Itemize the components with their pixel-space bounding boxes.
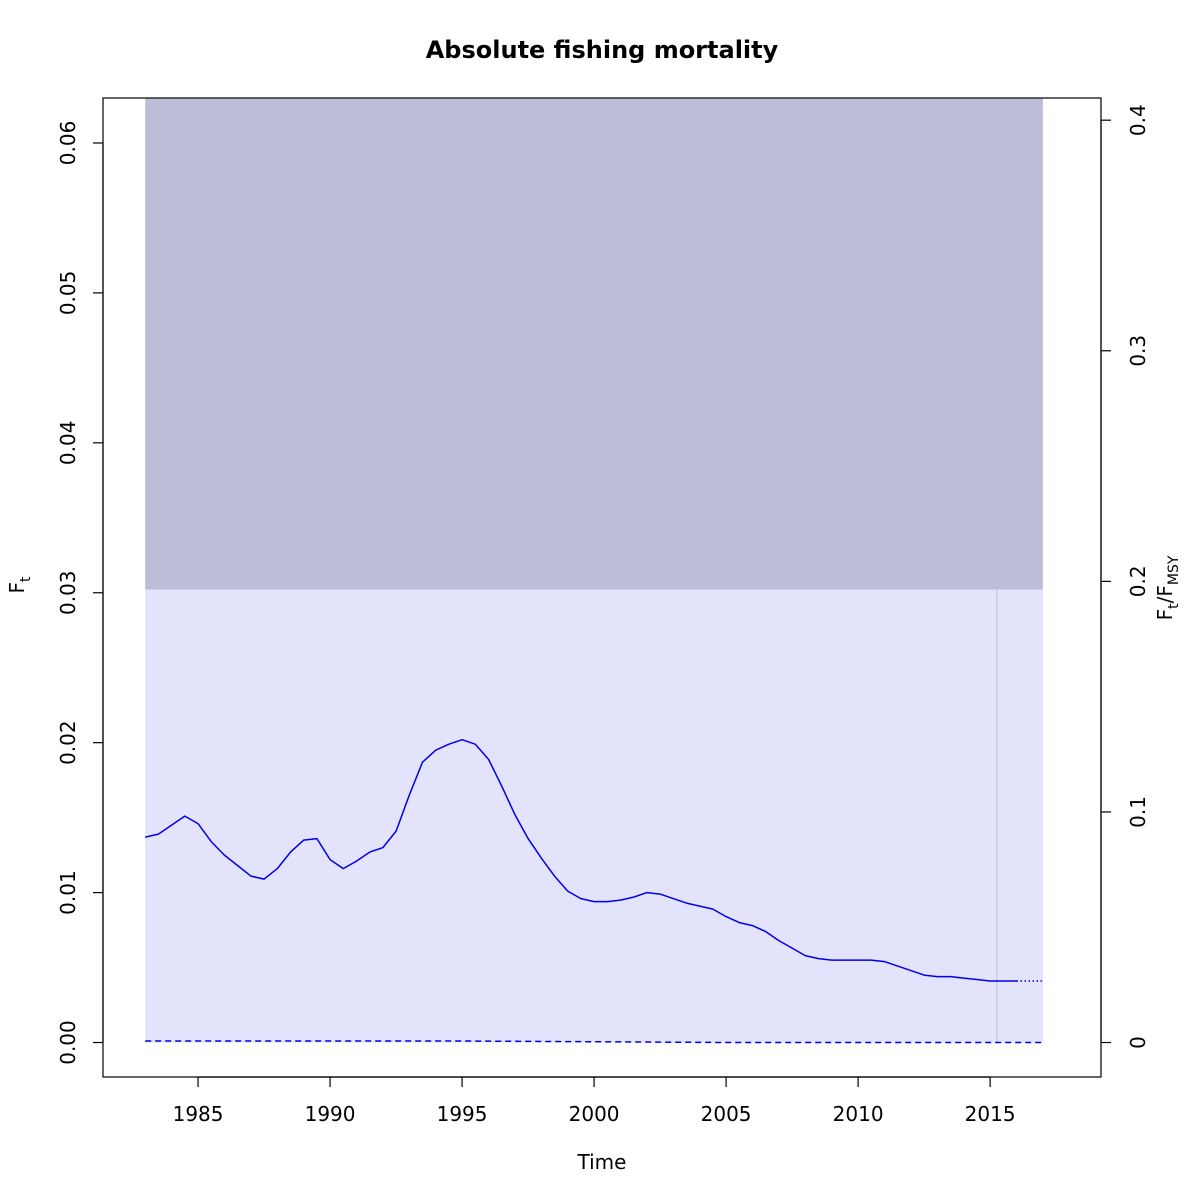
y-axis: 0.00 0.01 0.02 0.03 0.04 0.05 0.06 [56,121,104,1065]
x-tick-label: 2015 [965,1102,1016,1126]
y-axis-label: Ft [5,576,34,594]
y-tick-label: 0.01 [56,870,80,915]
y2-axis-label-main: F [1153,609,1177,621]
y2-tick-label: 0 [1126,1036,1150,1049]
y2-axis-label-sub2: MSY [1166,555,1182,585]
y-tick-label: 0.04 [56,421,80,466]
chart-title: Absolute fishing mortality [426,36,779,64]
x-tick-label: 2000 [569,1102,620,1126]
y2-axis-label: Ft/FMSY [1153,555,1182,620]
x-tick-label: 2010 [833,1102,884,1126]
x-axis: 1985 1990 1995 2000 2005 2010 2015 [173,1076,1016,1126]
x-tick-label: 1995 [437,1102,488,1126]
fmsy-upper-band [145,98,1043,590]
series-layer [145,738,1043,1044]
y2-tick-label: 0.2 [1126,565,1150,597]
x-tick-label: 1990 [305,1102,356,1126]
y2-tick-label: 0.4 [1126,104,1150,136]
y-tick-label: 0.00 [56,1020,80,1065]
y-tick-label: 0.02 [56,720,80,765]
x-tick-label: 1985 [173,1102,224,1126]
y2-axis: 0 0.1 0.2 0.3 0.4 [1100,104,1150,1049]
series-line-solid [145,738,1017,982]
y2-axis-label-sep: /F [1153,585,1177,603]
y-tick-label: 0.05 [56,271,80,316]
y-axis-label-main: F [5,582,29,594]
y-tick-label: 0.06 [56,121,80,166]
y-axis-label-sub: t [18,576,34,582]
y-tick-label: 0.03 [56,570,80,615]
plot-area [145,98,1043,1044]
y2-tick-label: 0.1 [1126,796,1150,828]
y2-tick-label: 0.3 [1126,335,1150,367]
y2-axis-label-sub1: t [1166,603,1182,609]
x-tick-label: 2005 [701,1102,752,1126]
x-axis-label: Time [577,1150,627,1174]
fmsy-lower-band [145,589,1043,1043]
